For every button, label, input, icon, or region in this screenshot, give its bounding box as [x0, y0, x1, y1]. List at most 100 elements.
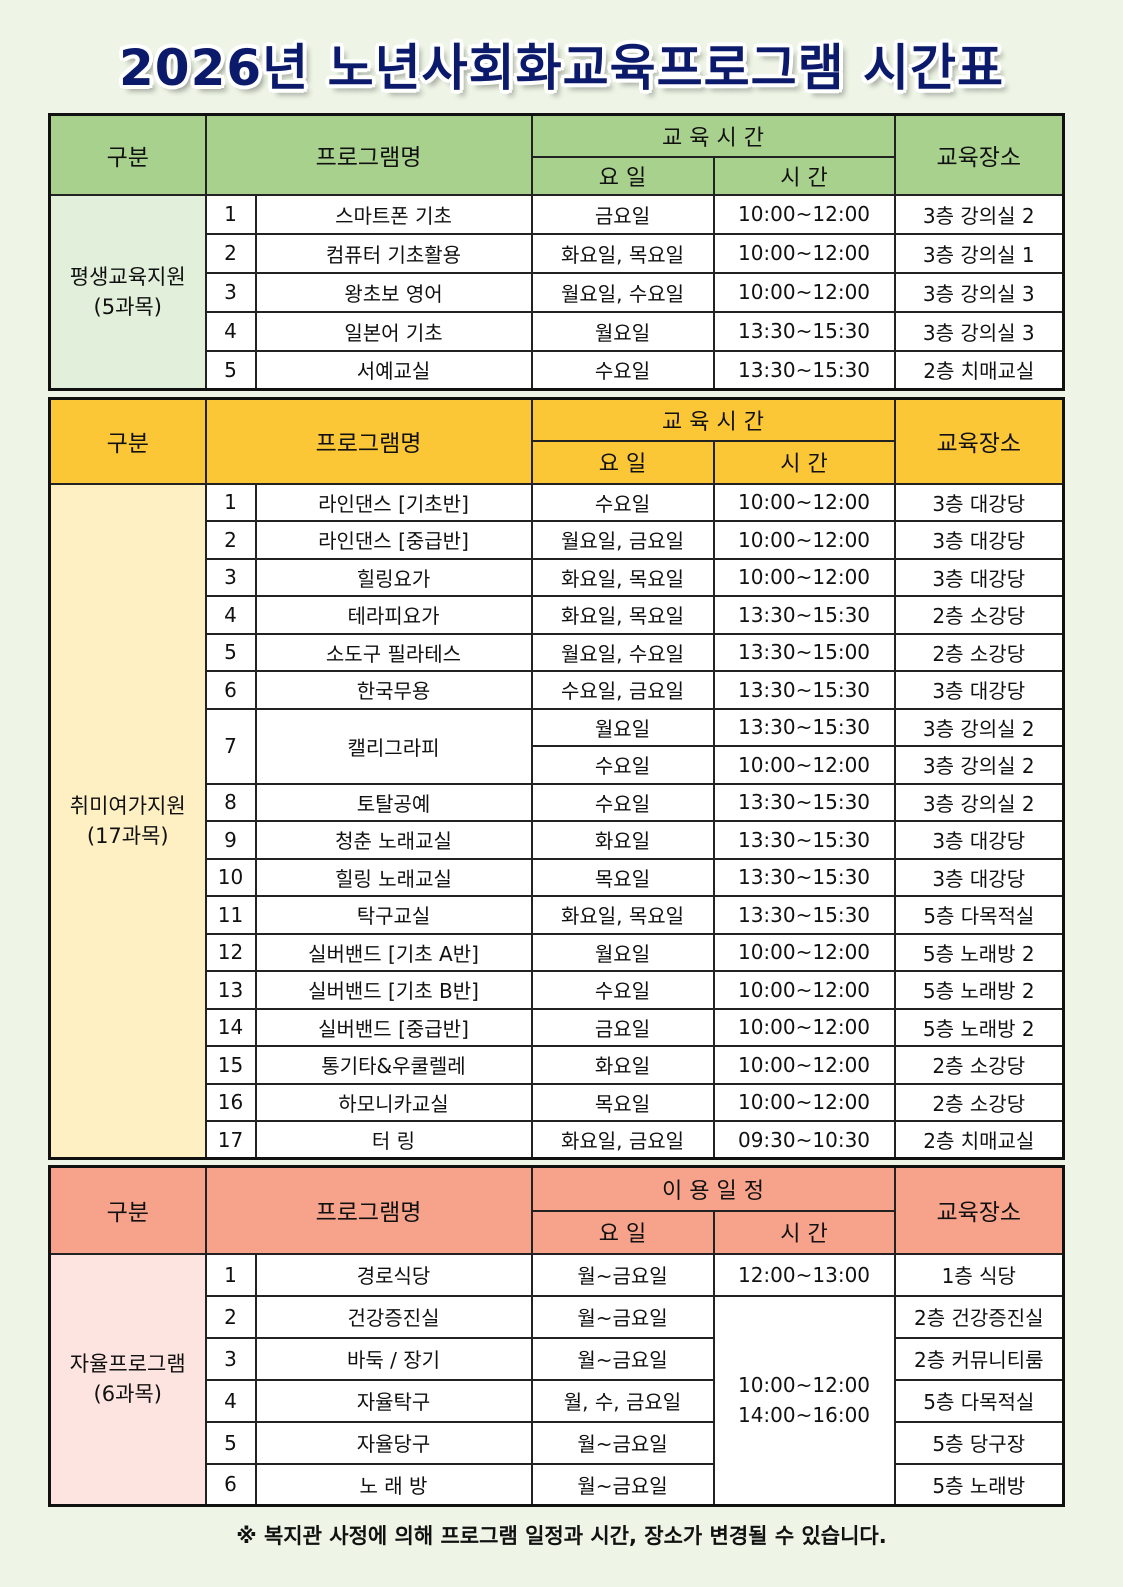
- row-number: 4: [204, 310, 257, 352]
- program-time: 13:30~15:30: [712, 670, 896, 710]
- program-place: 3층 대강당: [893, 820, 1065, 860]
- program-place: 3층 강의실 2: [893, 707, 1065, 747]
- table-row: 취미여가지원 (17과목) 1 라인댄스 [기초반] 수요일 10:00~12:00 3층 …: [48, 482, 1065, 1160]
- program-time: 13:30~15:00: [712, 632, 896, 672]
- program-day: 월~금요일: [530, 1336, 715, 1381]
- program-day: 월요일, 수요일: [530, 271, 715, 313]
- program-day: 월~금요일: [530, 1420, 715, 1465]
- row-number: 11: [204, 895, 257, 935]
- program-name: 소도구 필라테스: [254, 632, 533, 672]
- program-place: 5층 노래방 2: [893, 970, 1065, 1010]
- program-day: 목요일: [530, 857, 715, 897]
- program-name: 실버밴드 [기초 B반]: [254, 970, 533, 1010]
- header-place: 교육장소: [893, 1165, 1065, 1255]
- row-number: 4: [204, 595, 257, 635]
- program-name: 한국무용: [254, 670, 533, 710]
- table-row: 6 한국무용 수요일, 금요일 13:30~15:30 3층 대강당: [50, 670, 1065, 710]
- program-day: 화요일: [530, 1045, 715, 1085]
- table-row: 2 컴퓨터 기초활용 화요일, 목요일 10:00~12:00 3층 강의실 1: [50, 232, 1065, 274]
- table-row: 4 자율탁구 월, 수, 금요일 5층 다목적실: [50, 1378, 1065, 1423]
- category-label: (5과목): [93, 294, 162, 319]
- program-place: 3층 대강당: [893, 670, 1065, 710]
- row-number: 6: [204, 670, 257, 710]
- row-number: 1: [204, 193, 257, 235]
- program-day: 월~금요일: [530, 1252, 715, 1297]
- table-row: 3 힐링요가 화요일, 목요일 10:00~12:00 3층 대강당: [50, 557, 1065, 597]
- program-name: 토탈공예: [254, 782, 533, 822]
- header-category: 구분: [48, 397, 207, 485]
- header-group: 교 육 시 간: [530, 397, 896, 442]
- program-name: 테라피요가: [254, 595, 533, 635]
- program-day: 화요일, 목요일: [530, 557, 715, 597]
- program-day: 화요일, 목요일: [530, 232, 715, 274]
- program-time: 10:00~12:00: [712, 482, 896, 522]
- row-number: 1: [204, 482, 257, 522]
- table-row: 5 서예교실 수요일 13:30~15:30 2층 치매교실: [50, 349, 1065, 391]
- program-time: 14:00~16:00: [737, 1403, 871, 1428]
- category-label: 자율프로그램: [69, 1352, 186, 1377]
- program-place: 5층 당구장: [893, 1420, 1065, 1465]
- row-number: 17: [204, 1120, 257, 1160]
- program-name: 힐링요가: [254, 557, 533, 597]
- page-title: 2026년 노년사회화교육프로그램 시간표: [119, 39, 1004, 97]
- program-time: 10:00~12:00: [712, 745, 896, 785]
- program-place: 2층 소강당: [893, 632, 1065, 672]
- header-time: 시 간: [712, 1209, 896, 1255]
- program-time: 10:00~12:00: [712, 932, 896, 972]
- header-category: 구분: [48, 113, 207, 196]
- program-name: 왕초보 영어: [254, 271, 533, 313]
- program-time: 13:30~15:30: [712, 895, 896, 935]
- table-row: 수요일 10:00~12:00 3층 강의실 2: [50, 745, 1065, 785]
- program-place: 3층 강의실 3: [893, 310, 1065, 352]
- table-row: 15 통기타&우쿨렐레 화요일 10:00~12:00 2층 소강당: [50, 1045, 1065, 1085]
- header-place: 교육장소: [893, 113, 1065, 196]
- row-number: 2: [204, 520, 257, 560]
- row-number: 7: [204, 707, 257, 785]
- program-place: 2층 커뮤니티룸: [893, 1336, 1065, 1381]
- program-place: 5층 노래방: [893, 1462, 1065, 1507]
- program-time: 13:30~15:30: [712, 707, 896, 747]
- program-place: 3층 대강당: [893, 520, 1065, 560]
- program-name: 자율탁구: [254, 1378, 533, 1423]
- program-time: 10:00~12:00: [712, 193, 896, 235]
- program-time: 10:00~12:00: [712, 520, 896, 560]
- program-name: 서예교실: [254, 349, 533, 391]
- header-group: 교 육 시 간: [530, 113, 896, 158]
- header-group: 이 용 일 정: [530, 1165, 896, 1212]
- program-place: 2층 치매교실: [893, 349, 1065, 391]
- program-name: 자율당구: [254, 1420, 533, 1465]
- table-row: 14 실버밴드 [중급반] 금요일 10:00~12:00 5층 노래방 2: [50, 1007, 1065, 1047]
- program-name: 하모니카교실: [254, 1082, 533, 1122]
- row-number: 3: [204, 271, 257, 313]
- program-name: 바둑 / 장기: [254, 1336, 533, 1381]
- program-name: 건강증진실: [254, 1294, 533, 1339]
- program-day: 월요일, 금요일: [530, 520, 715, 560]
- program-name: 터 링: [254, 1120, 533, 1160]
- header-time: 시 간: [712, 439, 896, 485]
- program-time: 10:00~12:00: [712, 1045, 896, 1085]
- header-program: 프로그램명: [204, 397, 533, 485]
- table-row: 자율프로그램 (6과목) 1 경로식당 월~금요일 12:00~13:00 1층 식당: [48, 1252, 1065, 1507]
- row-number: 16: [204, 1082, 257, 1122]
- table-row: 3 바둑 / 장기 월~금요일 2층 커뮤니티룸: [50, 1336, 1065, 1381]
- program-time: 10:00~12:00: [712, 1082, 896, 1122]
- program-name: 스마트폰 기초: [254, 193, 533, 235]
- program-name: 통기타&우쿨렐레: [254, 1045, 533, 1085]
- program-name: 힐링 노래교실: [254, 857, 533, 897]
- header-category: 구분: [48, 1165, 207, 1255]
- program-place: 2층 치매교실: [893, 1120, 1065, 1160]
- header-program: 프로그램명: [204, 113, 533, 196]
- table-row: 3 왕초보 영어 월요일, 수요일 10:00~12:00 3층 강의실 3: [50, 271, 1065, 313]
- row-number: 5: [204, 632, 257, 672]
- program-day: 금요일: [530, 193, 715, 235]
- program-name: 청춘 노래교실: [254, 820, 533, 860]
- table-row: 13 실버밴드 [기초 B반] 수요일 10:00~12:00 5층 노래방 2: [50, 970, 1065, 1010]
- program-time: 13:30~15:30: [712, 310, 896, 352]
- program-day: 월요일: [530, 932, 715, 972]
- program-place: 3층 대강당: [893, 857, 1065, 897]
- program-time: 10:00~12:00: [712, 557, 896, 597]
- program-name: 컴퓨터 기초활용: [254, 232, 533, 274]
- table-row: 12 실버밴드 [기초 A반] 월요일 10:00~12:00 5층 노래방 2: [50, 932, 1065, 972]
